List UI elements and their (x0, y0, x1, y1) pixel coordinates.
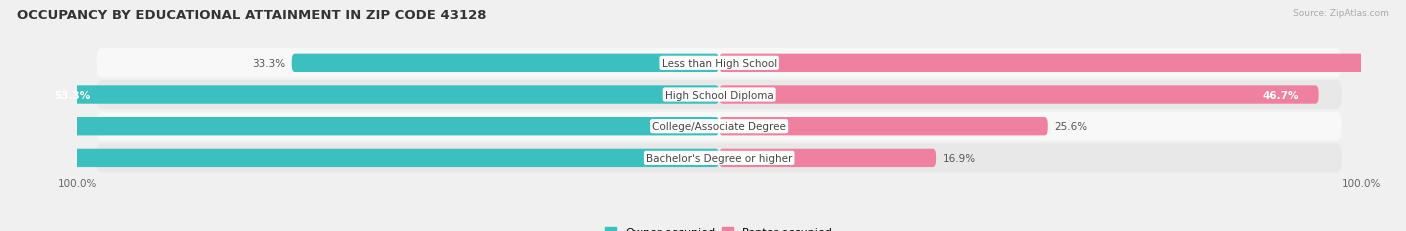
FancyBboxPatch shape (291, 55, 720, 73)
FancyBboxPatch shape (0, 118, 720, 136)
FancyBboxPatch shape (35, 86, 720, 104)
FancyBboxPatch shape (97, 144, 1341, 173)
Text: High School Diploma: High School Diploma (665, 90, 773, 100)
FancyBboxPatch shape (720, 55, 1406, 73)
FancyBboxPatch shape (720, 149, 936, 167)
FancyBboxPatch shape (97, 112, 1341, 141)
Text: College/Associate Degree: College/Associate Degree (652, 122, 786, 132)
Text: Less than High School: Less than High School (662, 59, 776, 69)
FancyBboxPatch shape (0, 149, 720, 167)
Text: OCCUPANCY BY EDUCATIONAL ATTAINMENT IN ZIP CODE 43128: OCCUPANCY BY EDUCATIONAL ATTAINMENT IN Z… (17, 9, 486, 22)
FancyBboxPatch shape (720, 86, 1319, 104)
FancyBboxPatch shape (720, 118, 1047, 136)
Text: 46.7%: 46.7% (1263, 90, 1299, 100)
Text: Source: ZipAtlas.com: Source: ZipAtlas.com (1294, 9, 1389, 18)
Text: 16.9%: 16.9% (942, 153, 976, 163)
Text: 25.6%: 25.6% (1054, 122, 1087, 132)
Text: 33.3%: 33.3% (252, 59, 285, 69)
FancyBboxPatch shape (97, 49, 1341, 78)
Text: Bachelor's Degree or higher: Bachelor's Degree or higher (645, 153, 793, 163)
FancyBboxPatch shape (97, 81, 1341, 110)
Text: 53.3%: 53.3% (55, 90, 90, 100)
Legend: Owner-occupied, Renter-occupied: Owner-occupied, Renter-occupied (605, 227, 834, 231)
